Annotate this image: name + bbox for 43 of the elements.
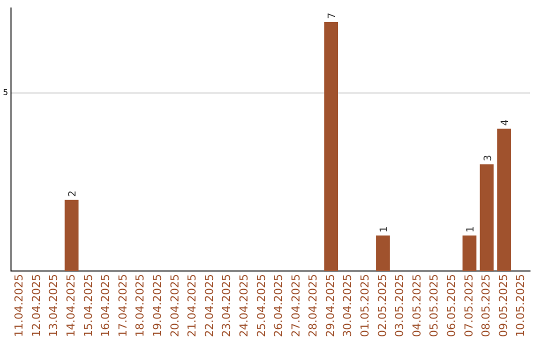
data-label: 1 — [378, 226, 390, 232]
x-tick-label: 17.04.2025 — [116, 274, 130, 338]
data-label: 7 — [327, 12, 338, 20]
x-tick-label: 02.05.2025 — [376, 274, 389, 338]
x-tick-label: 14.04.2025 — [64, 274, 78, 338]
x-tick-label: 23.04.2025 — [220, 274, 234, 338]
x-tick-label: 20.04.2025 — [168, 274, 182, 338]
x-tick-label: 09.05.2025 — [496, 274, 510, 338]
x-tick-label: 25.04.2025 — [254, 274, 268, 338]
x-tick-label: 10.05.2025 — [514, 274, 528, 338]
y-tick-label: 5 — [2, 88, 8, 98]
x-tick-label: 04.05.2025 — [410, 274, 424, 338]
x-tick-label: 26.04.2025 — [272, 274, 286, 338]
data-label: 1 — [465, 226, 476, 232]
x-tick-label: 27.04.2025 — [289, 274, 302, 338]
x-tick-label: 28.04.2025 — [306, 274, 320, 338]
x-tick-label: 22.04.2025 — [202, 274, 216, 338]
bar — [324, 22, 338, 272]
x-tick-label: 08.05.2025 — [480, 274, 493, 338]
x-tick-label: 24.04.2025 — [237, 274, 250, 338]
x-tick-label: 11.04.2025 — [12, 274, 26, 338]
bar — [64, 200, 79, 272]
x-tick-label: 12.04.2025 — [30, 274, 43, 338]
x-tick-label: 03.05.2025 — [393, 274, 406, 338]
x-tick-label: 29.04.2025 — [324, 274, 337, 338]
bar — [376, 235, 390, 272]
data-label: 2 — [68, 190, 79, 197]
bar — [497, 128, 511, 272]
x-tick-label: 01.05.2025 — [358, 274, 372, 338]
bar — [480, 164, 494, 272]
x-tick-label: 21.04.2025 — [186, 274, 199, 338]
x-tick-label: 19.04.2025 — [150, 274, 164, 338]
bar — [462, 235, 476, 272]
x-tick-label: 16.04.2025 — [99, 274, 112, 338]
x-tick-label: 18.04.2025 — [134, 274, 147, 338]
x-tick-label: 06.05.2025 — [445, 274, 458, 338]
x-tick-label: 15.04.2025 — [82, 274, 95, 338]
x-tick-label: 30.04.2025 — [341, 274, 354, 338]
x-tick-label: 05.05.2025 — [428, 274, 441, 338]
data-label: 3 — [482, 154, 494, 162]
data-label: 4 — [500, 119, 512, 126]
x-tick-label: 07.05.2025 — [462, 274, 476, 338]
x-tick-label: 13.04.2025 — [47, 274, 60, 338]
